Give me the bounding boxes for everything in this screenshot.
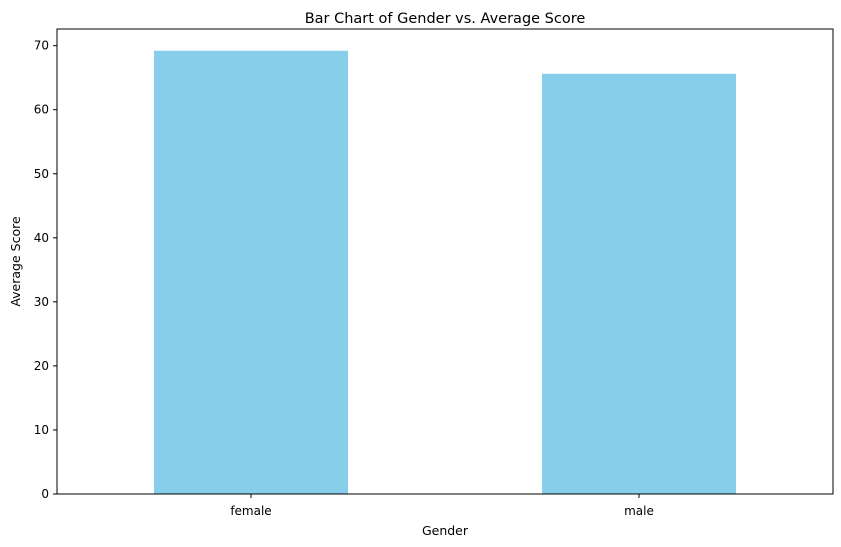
- y-tick-label: 40: [34, 231, 49, 245]
- y-tick-label: 60: [34, 103, 49, 117]
- y-axis: 0 10 20 30 40 50 60 70: [34, 39, 57, 501]
- y-tick-label: 30: [34, 295, 49, 309]
- bars-group: [154, 50, 736, 495]
- x-tick-label: male: [624, 504, 654, 518]
- y-tick-label: 10: [34, 423, 49, 437]
- y-tick-label: 20: [34, 359, 49, 373]
- x-tick-label: female: [230, 504, 271, 518]
- bar-male: [542, 73, 736, 494]
- y-tick-label: 70: [34, 39, 49, 53]
- plot-area-frame: [56, 28, 834, 495]
- y-tick-label: 50: [34, 167, 49, 181]
- x-axis: female male: [230, 494, 654, 518]
- x-axis-label: Gender: [422, 523, 469, 538]
- chart-title: Bar Chart of Gender vs. Average Score: [305, 11, 586, 27]
- y-axis-label: Average Score: [8, 216, 23, 307]
- bar-female: [154, 50, 348, 495]
- y-tick-label: 0: [41, 487, 49, 501]
